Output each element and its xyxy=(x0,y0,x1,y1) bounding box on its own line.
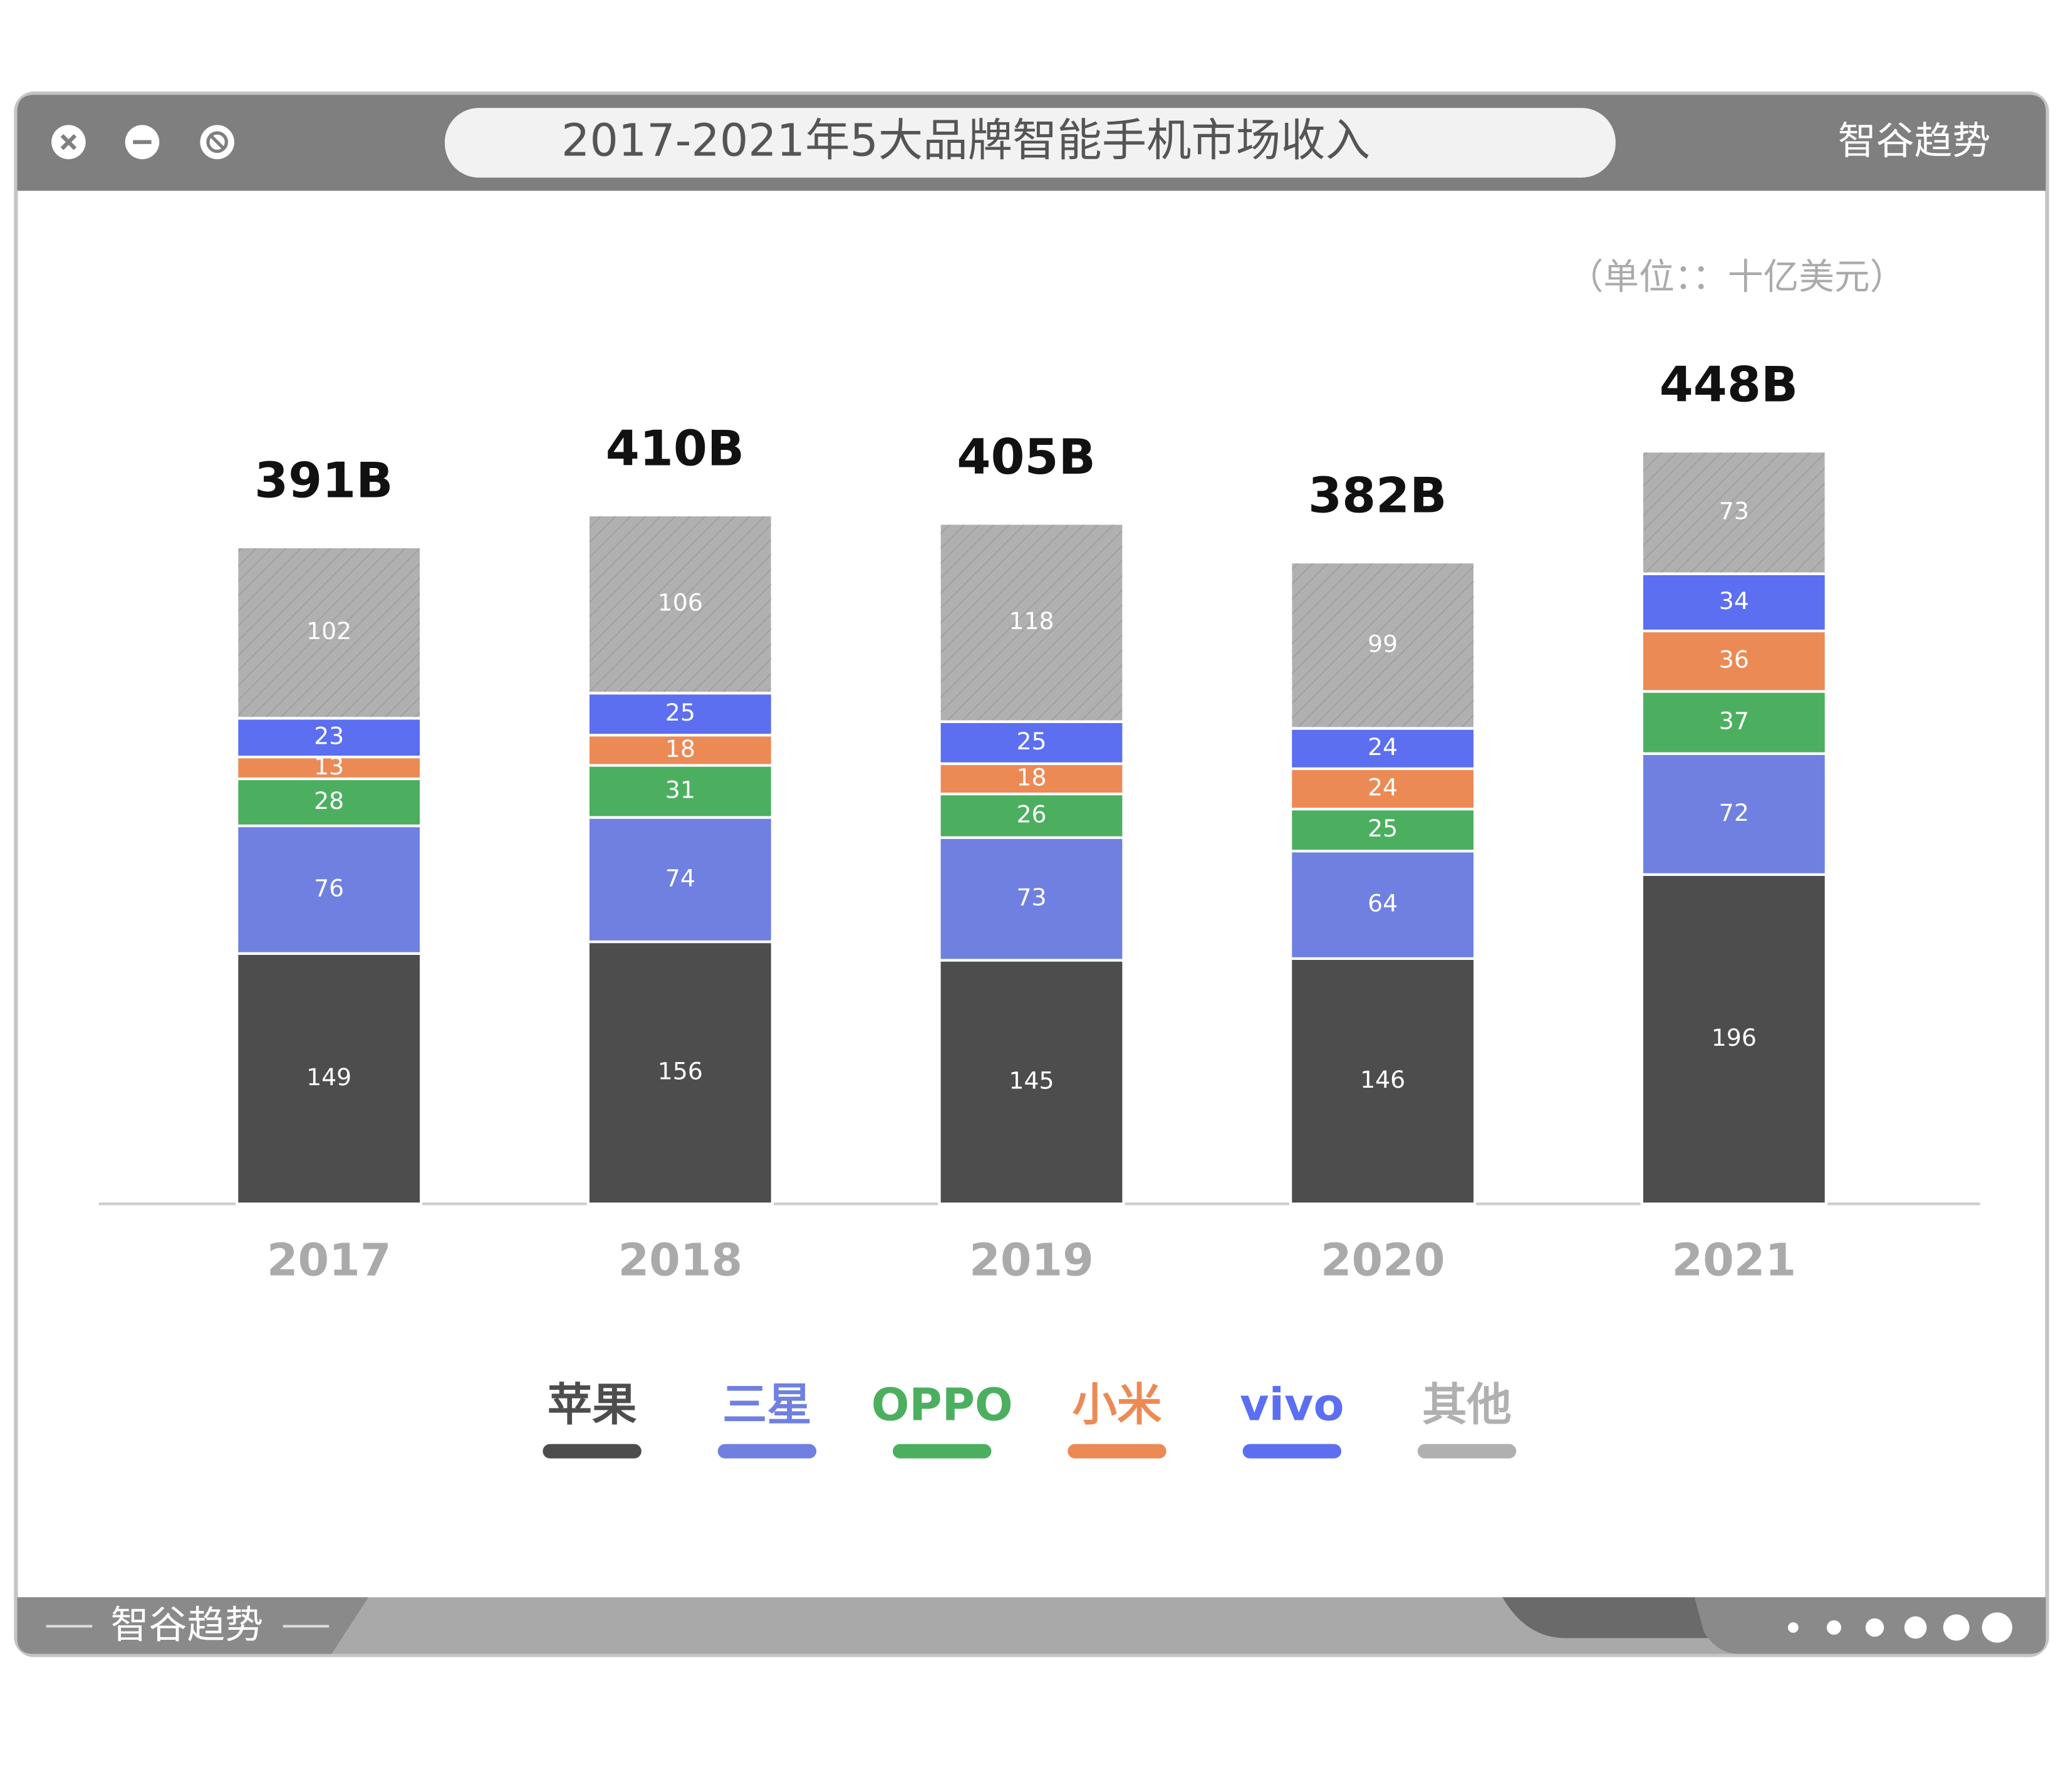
x-tick-label: 2019 xyxy=(969,1234,1094,1286)
page-dots xyxy=(1787,1612,2012,1643)
data-label: 24 xyxy=(1368,733,1398,761)
data-label: 118 xyxy=(1009,607,1054,635)
data-label: 156 xyxy=(658,1058,703,1085)
dot xyxy=(1943,1614,1970,1641)
unit-note: （单位：：十亿美元） xyxy=(1568,256,1906,298)
data-label: 64 xyxy=(1368,890,1398,917)
bar-segment xyxy=(586,734,774,767)
bar-segment xyxy=(938,762,1125,796)
data-label: 76 xyxy=(314,874,344,902)
title-pill xyxy=(444,108,1616,178)
bar-segment xyxy=(1640,572,1827,633)
bar-segment xyxy=(236,777,423,828)
bar-segment xyxy=(938,836,1125,962)
data-label: 149 xyxy=(306,1063,351,1091)
hatch-overlay xyxy=(1640,449,1827,575)
bar-segment xyxy=(586,816,774,944)
data-label: 73 xyxy=(1016,883,1046,911)
dot xyxy=(1904,1616,1927,1639)
data-label: 24 xyxy=(1368,774,1398,801)
data-label: 18 xyxy=(665,735,695,763)
hatch-overlay xyxy=(236,545,423,720)
brand: 智谷趋势 xyxy=(1838,118,1991,163)
x-tick-label: 2017 xyxy=(267,1234,392,1286)
bar-segment xyxy=(236,717,423,759)
data-label: 74 xyxy=(665,864,695,892)
bar-segment xyxy=(236,952,423,1206)
dot xyxy=(1982,1612,2012,1643)
legend-label: 苹果 xyxy=(548,1378,637,1430)
bar-segment xyxy=(586,764,774,819)
data-label: 26 xyxy=(1016,800,1046,828)
window-controls xyxy=(51,125,234,160)
data-label: 196 xyxy=(1712,1024,1757,1051)
legend-label: 小米 xyxy=(1073,1378,1162,1430)
total-label: 382B xyxy=(1308,468,1447,524)
chart-title: 2017-2021年5大品牌智能手机市场收入 xyxy=(561,114,1370,166)
data-label: 99 xyxy=(1368,630,1398,657)
data-label: 31 xyxy=(665,776,695,804)
data-label: 106 xyxy=(658,589,703,617)
dot xyxy=(1865,1618,1884,1637)
data-label: 37 xyxy=(1719,707,1749,735)
total-label: 448B xyxy=(1660,357,1798,414)
data-label: 28 xyxy=(314,787,344,815)
bar-segment xyxy=(1289,957,1477,1206)
bottom-decoration xyxy=(1502,1597,1724,1638)
data-label: 145 xyxy=(1009,1066,1054,1094)
x-tick-label: 2018 xyxy=(618,1234,743,1286)
data-label: 25 xyxy=(1368,815,1398,842)
maximize-icon xyxy=(209,134,226,150)
data-label: 36 xyxy=(1719,646,1749,674)
bar-segment xyxy=(586,940,774,1206)
legend-label: OPPO xyxy=(871,1378,1013,1430)
data-label: 25 xyxy=(665,699,695,726)
bar-segment xyxy=(1289,808,1477,853)
hatch-overlay xyxy=(586,513,774,695)
data-label: 18 xyxy=(1016,763,1046,791)
legend-label: 三星 xyxy=(722,1378,812,1430)
bar-segment xyxy=(236,824,423,955)
data-label: 23 xyxy=(314,722,344,750)
data-label: 25 xyxy=(1016,727,1046,755)
bottom-tab xyxy=(17,1597,369,1654)
total-label: 410B xyxy=(606,421,744,477)
bar-segment xyxy=(236,755,423,781)
dot xyxy=(1826,1620,1841,1635)
close-icon xyxy=(60,134,77,150)
bar-segment xyxy=(586,692,774,737)
footer-brand: 智谷趋势 xyxy=(111,1603,264,1647)
data-label: 146 xyxy=(1360,1066,1405,1093)
data-label: 73 xyxy=(1719,497,1749,524)
bar-segment xyxy=(938,959,1125,1206)
bar-segment xyxy=(1640,752,1827,876)
data-label: 102 xyxy=(306,617,351,645)
x-tick-label: 2020 xyxy=(1321,1234,1445,1286)
total-label: 391B xyxy=(254,453,393,509)
data-label: 34 xyxy=(1719,587,1749,615)
hatch-overlay xyxy=(1289,560,1477,730)
data-label: 72 xyxy=(1719,799,1749,826)
hatch-overlay xyxy=(938,522,1125,723)
maximize-icon xyxy=(206,131,229,154)
legend-label: 其他 xyxy=(1422,1378,1512,1430)
dot xyxy=(1787,1622,1799,1633)
total-label: 405B xyxy=(957,429,1095,486)
x-tick-label: 2021 xyxy=(1671,1234,1796,1286)
legend-label: vivo xyxy=(1240,1378,1344,1430)
